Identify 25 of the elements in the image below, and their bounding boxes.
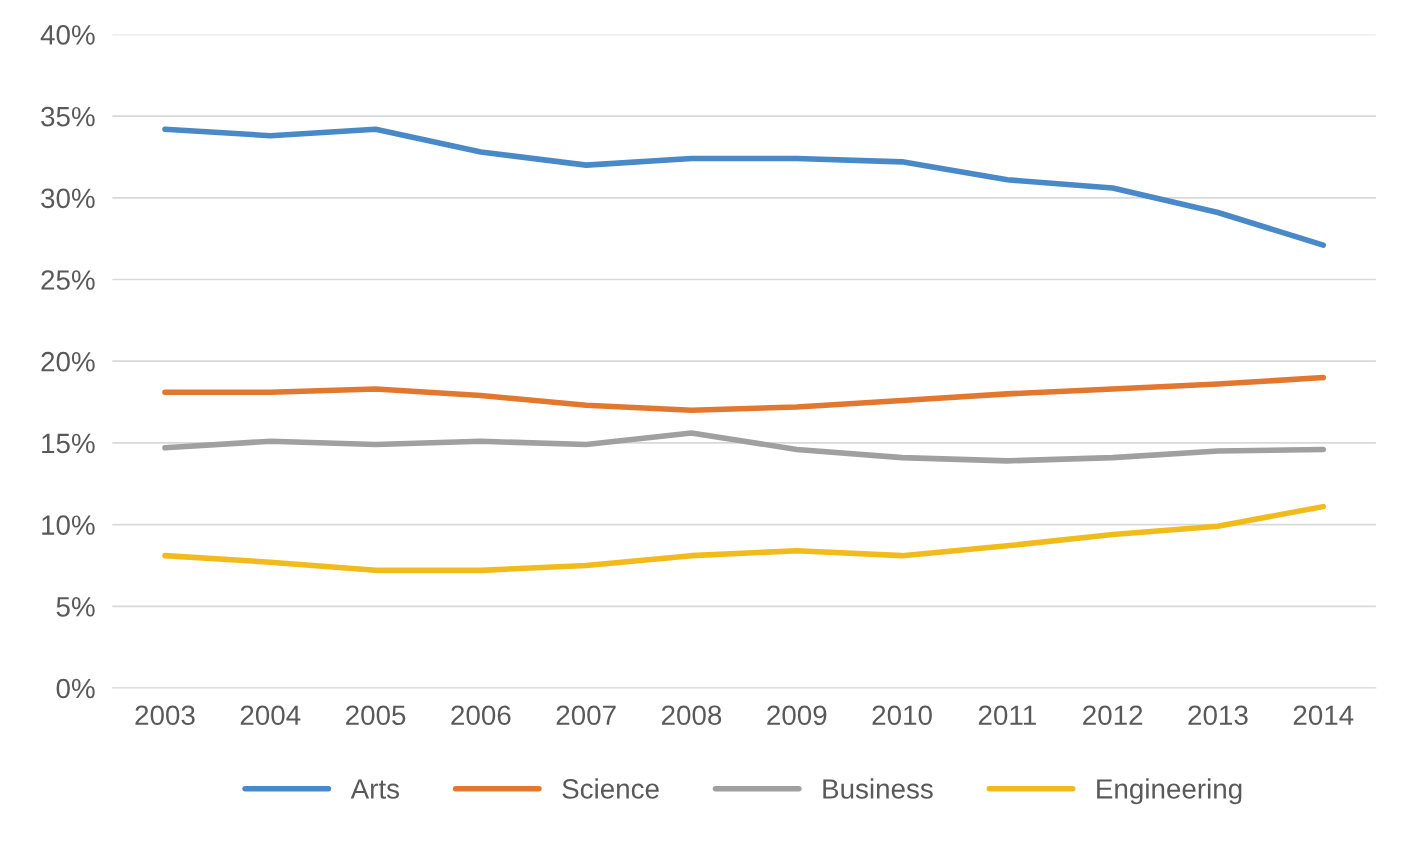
x-tick-label: 2003: [135, 705, 195, 726]
y-tick-label: 10%: [42, 515, 95, 535]
x-tick-label: 2004: [240, 705, 301, 726]
legend-label: Arts: [350, 779, 400, 799]
y-tick-label: 0%: [56, 678, 95, 699]
y-tick-label: 40%: [40, 25, 95, 45]
y-tick-label: 20%: [41, 351, 95, 372]
legend-label: Engineering: [1097, 778, 1242, 805]
x-tick-label: 2012: [1083, 705, 1143, 726]
x-tick-label: 2006: [451, 705, 511, 726]
x-tick-label: 2014: [1293, 705, 1354, 726]
x-tick-label: 2013: [1188, 705, 1248, 726]
x-tick-label: 2007: [556, 705, 616, 726]
legend-label: Business: [823, 778, 933, 799]
legend-label: Science: [562, 778, 659, 799]
y-tick-label: 35%: [41, 106, 95, 127]
x-tick-label: 2009: [767, 705, 827, 726]
y-tick-label: 15%: [42, 433, 95, 454]
y-tick-label: 5%: [56, 597, 95, 617]
y-tick-label: 25%: [41, 270, 95, 290]
y-tick-label: 30%: [41, 188, 95, 209]
x-tick-label: 2011: [978, 705, 1036, 726]
x-tick-label: 2010: [872, 705, 932, 726]
x-tick-label: 2008: [661, 705, 722, 726]
x-tick-label: 2005: [346, 705, 406, 726]
